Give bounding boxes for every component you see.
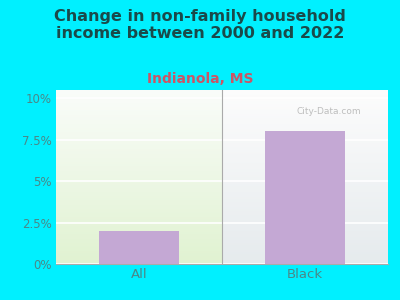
Text: City-Data.com: City-Data.com [297,107,361,116]
Bar [99,231,179,264]
Bar [265,131,345,264]
Text: Change in non-family household
income between 2000 and 2022: Change in non-family household income be… [54,9,346,41]
Text: Indianola, MS: Indianola, MS [147,72,253,86]
